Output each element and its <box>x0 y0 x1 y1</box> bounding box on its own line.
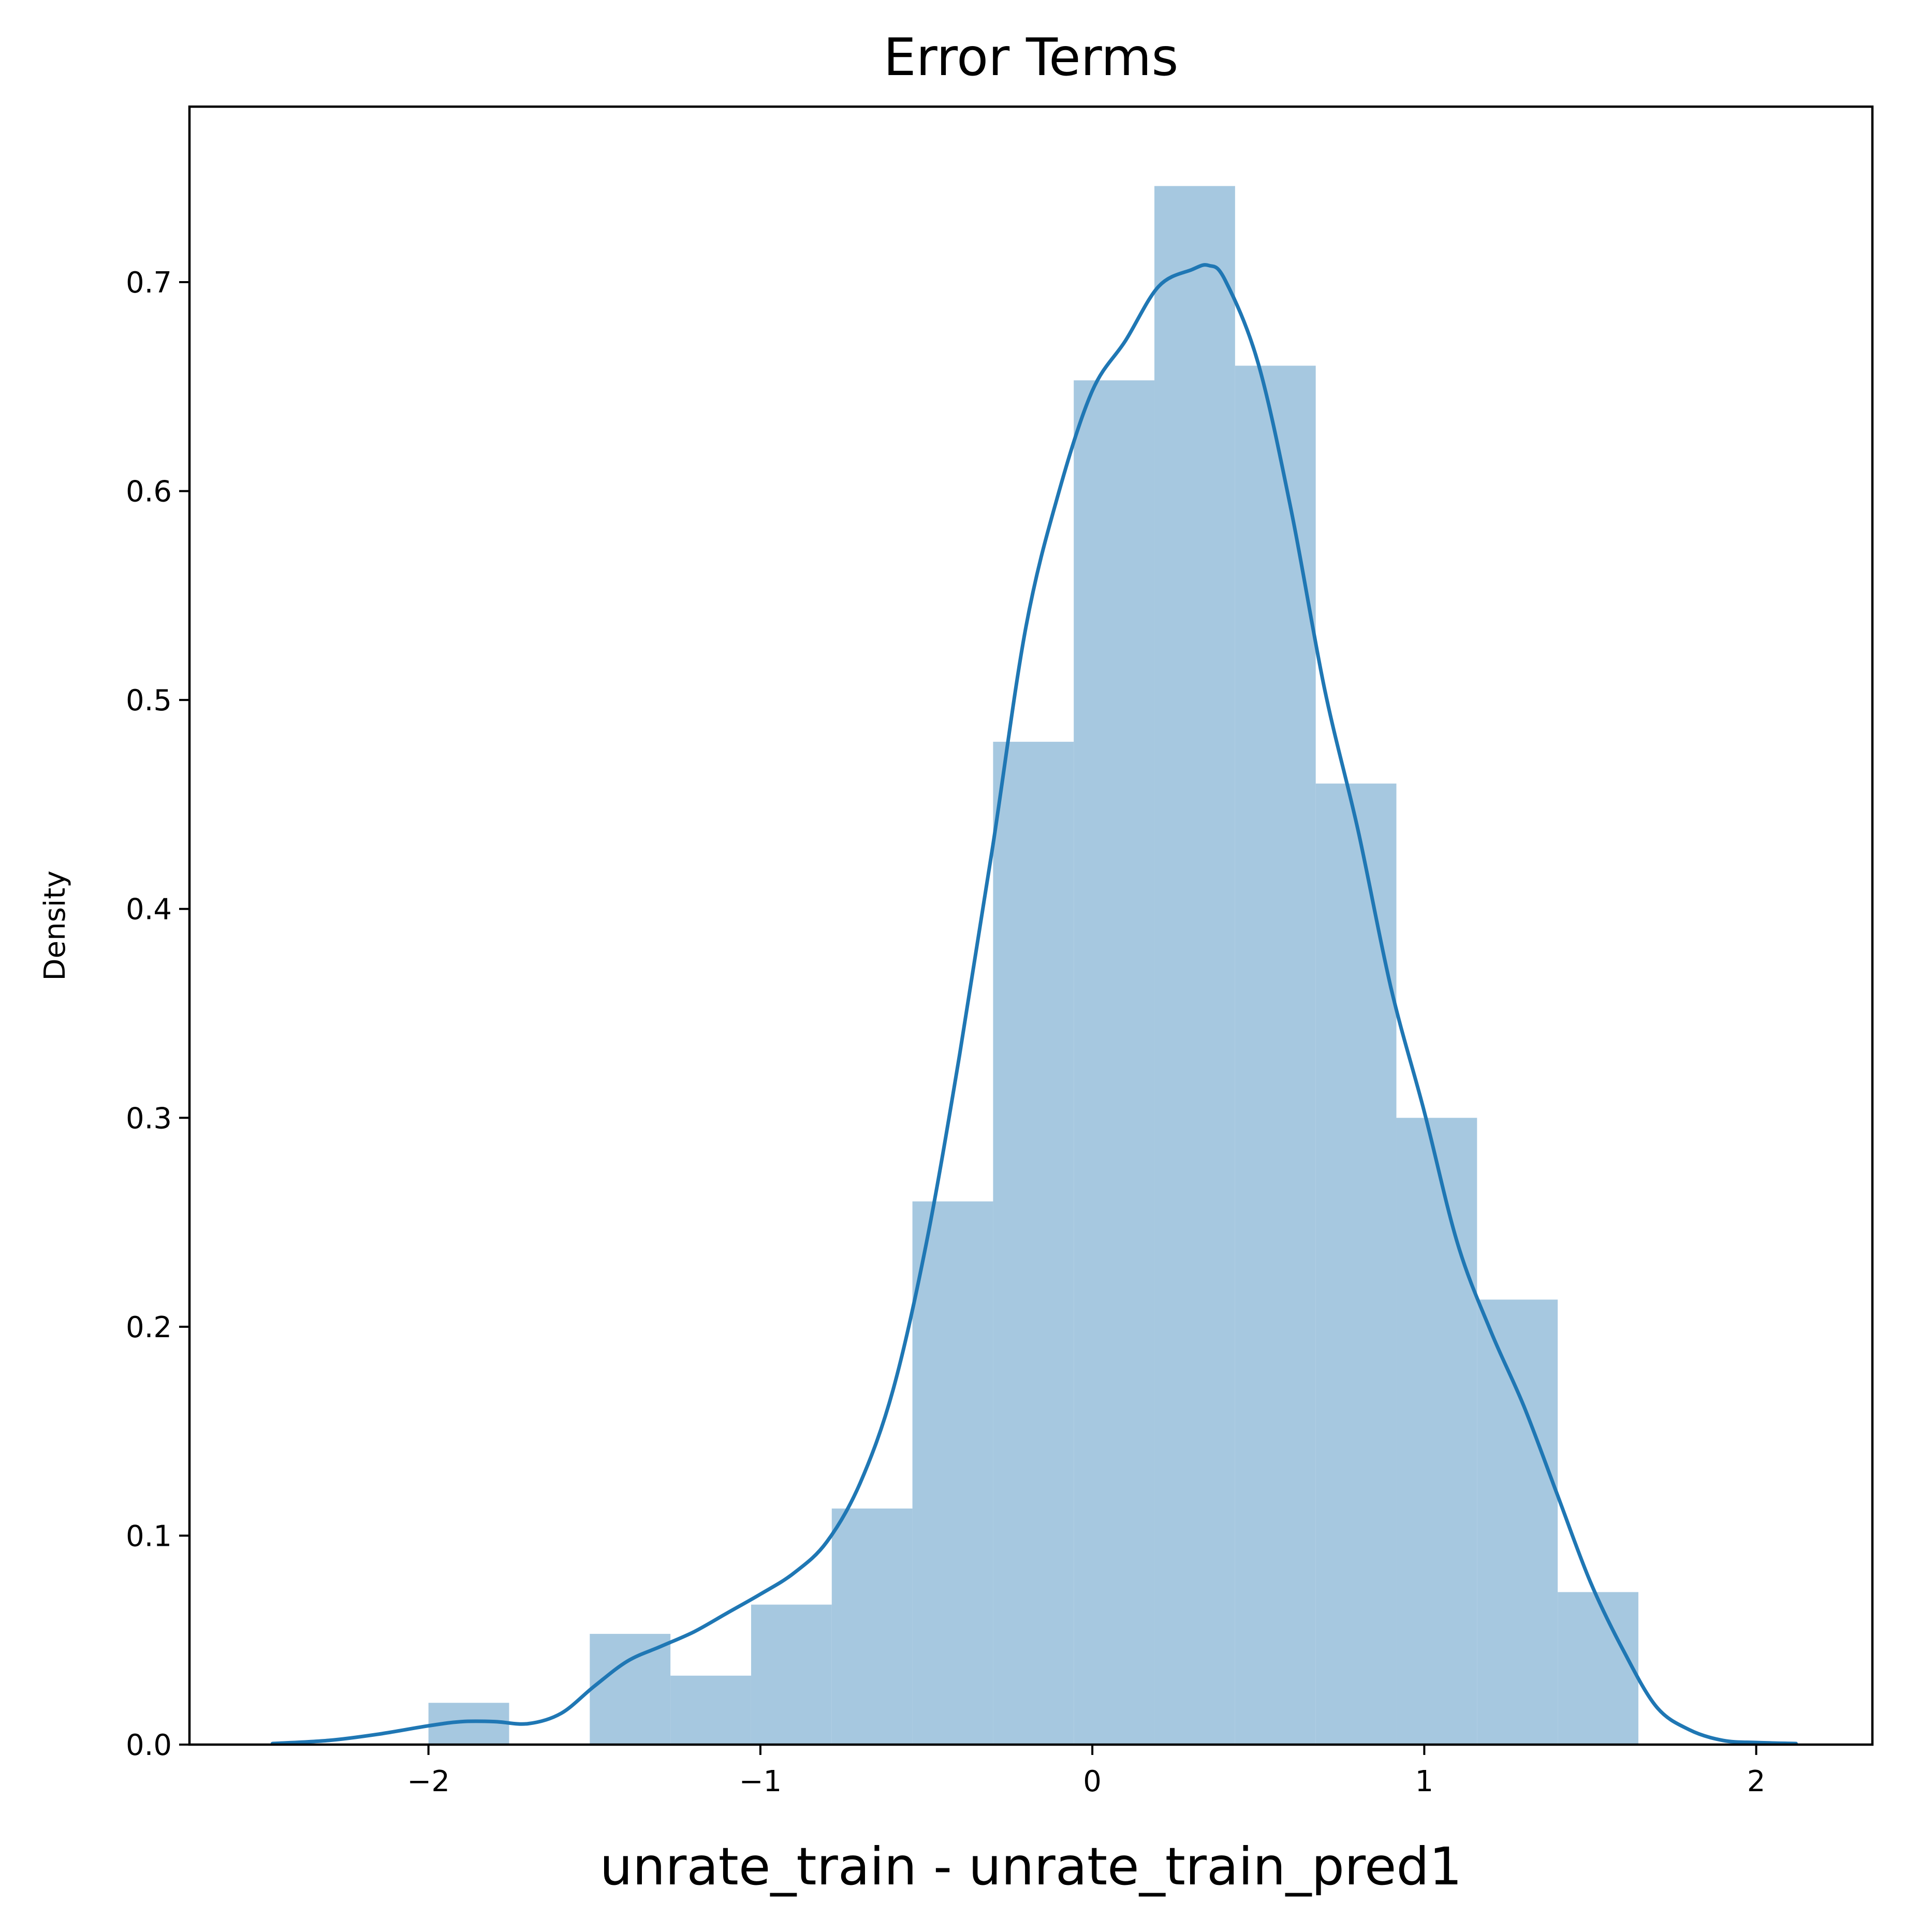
x-tick-label: 2 <box>1747 1765 1766 1798</box>
histogram-bar <box>993 741 1074 1745</box>
histogram-bar <box>831 1508 913 1745</box>
histogram-bar <box>1558 1592 1638 1745</box>
plot-frame <box>188 105 1874 1746</box>
y-tick-label: 0.6 <box>126 475 172 509</box>
x-axis-ticks: −2 −1 0 1 2 <box>407 1745 1765 1798</box>
histogram-bar <box>1396 1118 1477 1745</box>
x-tick-label: 0 <box>1083 1765 1102 1798</box>
y-tick-label: 0.4 <box>126 893 172 927</box>
histogram-bar <box>912 1201 993 1745</box>
chart-title: Error Terms <box>883 27 1178 87</box>
y-axis-ticks: 0.0 0.1 0.2 0.3 0.4 0.5 0.6 0.7 <box>126 266 189 1762</box>
y-tick-label: 0.0 <box>126 1729 172 1762</box>
histogram-bar <box>1235 365 1316 1745</box>
x-tick-label: −2 <box>407 1765 450 1798</box>
histogram-bars <box>428 186 1638 1745</box>
x-tick-label: −1 <box>739 1765 782 1798</box>
histogram-bar <box>1074 380 1155 1745</box>
y-tick-label: 0.2 <box>126 1311 172 1344</box>
y-tick-label: 0.5 <box>126 684 172 718</box>
histogram-bar <box>1154 186 1235 1745</box>
y-tick-label: 0.7 <box>126 266 172 300</box>
histogram-bar <box>751 1604 832 1745</box>
histogram-bar <box>670 1675 751 1745</box>
kde-density-curve <box>270 263 1798 1746</box>
x-tick-label: 1 <box>1415 1765 1434 1798</box>
y-tick-label: 0.3 <box>126 1102 172 1135</box>
x-axis-label: unrate_train - unrate_train_pred1 <box>600 1836 1462 1897</box>
y-axis-label: Density <box>38 871 72 981</box>
histogram-bar <box>1477 1299 1558 1745</box>
histogram-bar <box>590 1634 671 1745</box>
y-tick-label: 0.1 <box>126 1519 172 1553</box>
histogram-bar <box>1315 783 1397 1745</box>
